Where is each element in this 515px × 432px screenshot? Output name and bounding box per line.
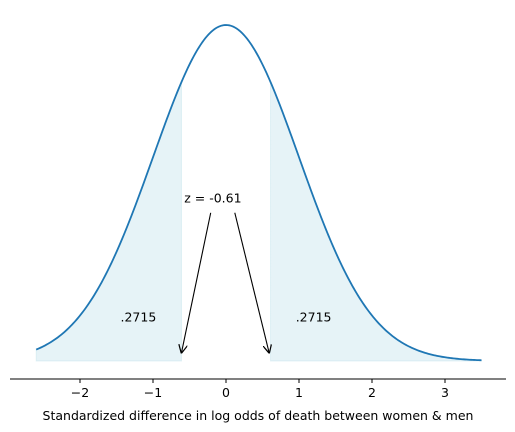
area-label-right-tail: .2715	[296, 309, 332, 324]
annotation-arrow-1	[182, 212, 212, 353]
x-tick-label: −2	[71, 385, 89, 400]
annotation: z = -0.61	[182, 191, 270, 353]
x-tick-label: 2	[368, 385, 376, 400]
x-axis-ticks: −2 −1 0 1 2 3	[71, 379, 449, 400]
x-tick-label: 0	[222, 385, 230, 400]
annotation-arrow-2	[234, 212, 269, 353]
x-tick-label: 1	[295, 385, 303, 400]
density-curve	[35, 24, 482, 362]
x-tick-label: 3	[441, 385, 449, 400]
area-label-left-tail: .2715	[121, 309, 157, 324]
shaded-area-left-tail	[35, 81, 182, 362]
x-tick-label: −1	[144, 385, 162, 400]
annotation-text: z = -0.61	[184, 191, 241, 206]
x-axis-label: Standardized difference in log odds of d…	[43, 408, 474, 423]
